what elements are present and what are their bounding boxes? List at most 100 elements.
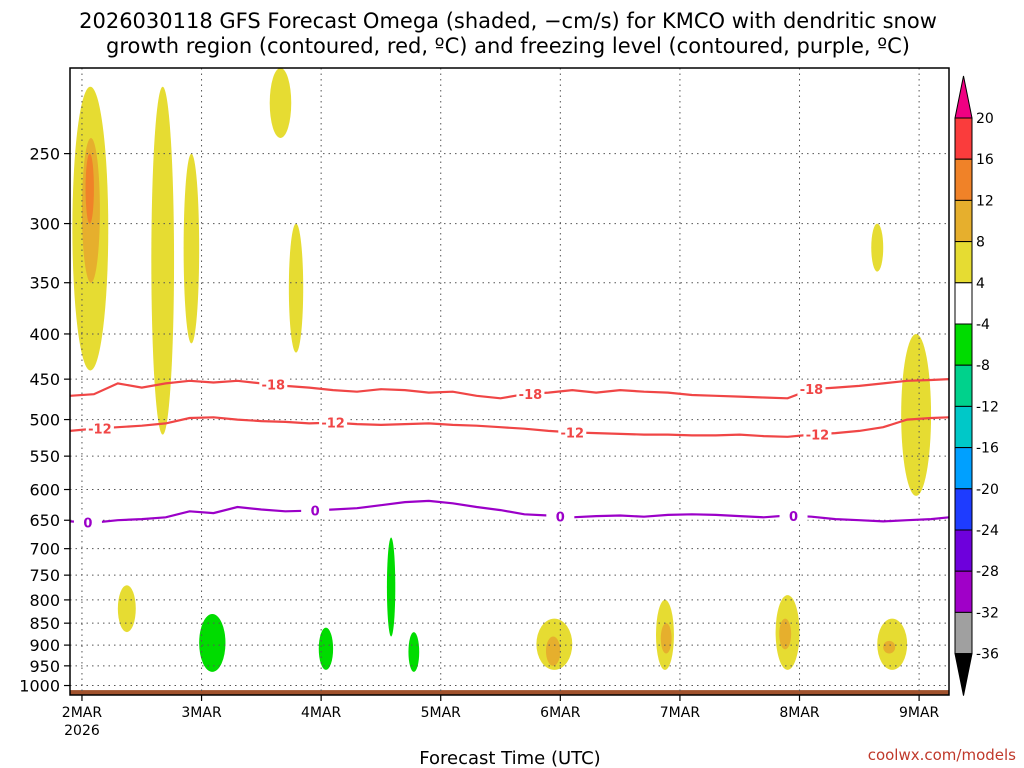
colorbar-label: -8 (976, 358, 990, 374)
y-tick-label: 950 (29, 657, 60, 676)
y-axis: 250 300 350 400 450 500 550 600 650 700 750 800 850 9… (19, 145, 70, 696)
contour-label-2-2: 0 (556, 510, 565, 525)
y-tick-label: 650 (29, 511, 60, 530)
colorbar-bottom-arrow (954, 653, 973, 696)
omega-shade-9 (199, 614, 226, 672)
x-tick-label: 9MAR (899, 705, 940, 721)
chart-title-line-2: growth region (contoured, red, ºC) and f… (106, 34, 910, 58)
credit-text: coolwx.com/models (868, 746, 1016, 764)
colorbar-label: 16 (976, 152, 994, 168)
ground-layer (70, 690, 949, 695)
colorbar-label: -36 (976, 647, 999, 663)
plot-area: -18 -18 -18 -12 -12 -12 -12 0 0 0 0 (69, 67, 950, 696)
x-tick-label: 2MAR (62, 705, 103, 721)
colorbar: 20 16 12 8 4 -4 -8 -12 -16 -20 -24 -28 -32 -36 (954, 75, 999, 696)
y-tick-label: 850 (29, 614, 60, 633)
y-tick-label: 400 (29, 325, 60, 344)
contour-label-bg-2-0 (73, 514, 102, 530)
contour-label-bg-2-1 (301, 502, 330, 518)
colorbar-swatch-10 (954, 241, 973, 284)
colorbar-label: 20 (976, 111, 994, 127)
contour-label-2-3: 0 (789, 510, 798, 525)
y-tick-label: 750 (29, 566, 60, 585)
y-tick-label: 450 (29, 370, 60, 389)
omega-shade-10 (318, 627, 334, 670)
contour-label-bg-1-2 (558, 424, 587, 440)
omega-shade-2 (85, 153, 94, 224)
omega-shade-19 (779, 618, 792, 650)
colorbar-swatch-1 (954, 611, 973, 655)
y-tick-label: 550 (29, 447, 60, 466)
y-tick-label: 500 (29, 411, 60, 430)
omega-shade-17 (660, 623, 672, 654)
contour-label-bg-0-2 (797, 381, 826, 397)
colorbar-label: -24 (976, 523, 999, 539)
omega-shade-21 (883, 640, 896, 654)
colorbar-swatch-4 (954, 488, 973, 531)
colorbar-label: -28 (976, 564, 999, 580)
y-tick-label: 1000 (19, 677, 60, 696)
contour-label-0-0: -18 (262, 379, 286, 394)
y-tick-label: 900 (29, 636, 60, 655)
omega-shade-6 (288, 223, 304, 353)
colorbar-label: -12 (976, 399, 999, 415)
omega-shade-4 (183, 153, 200, 344)
contour-label-2-0: 0 (83, 516, 92, 531)
omega-shade-11 (386, 537, 396, 637)
colorbar-swatch-2 (954, 570, 973, 613)
contour-label-1-0: -12 (88, 422, 112, 437)
x-tick-label: 4MAR (301, 705, 342, 721)
omega-shade-7 (871, 223, 884, 272)
x-tick-label: 8MAR (779, 705, 820, 721)
contour-label-bg-1-1 (319, 414, 348, 430)
omega-shade-8 (901, 333, 932, 496)
colorbar-label: -4 (976, 317, 990, 333)
y-tick-label: 300 (29, 215, 60, 234)
colorbar-label: 4 (976, 276, 985, 292)
colorbar-swatch-11 (954, 199, 973, 243)
y-tick-label: 600 (29, 481, 60, 500)
y-tick-label: 350 (29, 274, 60, 293)
contour-label-0-2: -18 (800, 383, 824, 398)
colorbar-swatch-13 (954, 117, 973, 160)
colorbar-top-arrow (954, 75, 973, 119)
colorbar-label: -16 (976, 441, 999, 457)
contour-label-bg-2-2 (546, 508, 575, 524)
colorbar-label: 8 (976, 235, 985, 251)
contour-label-1-1: -12 (321, 417, 345, 432)
colorbar-label: -32 (976, 605, 999, 621)
contour-label-bg-1-0 (85, 420, 114, 436)
plot-frame (69, 67, 950, 696)
x-axis-title: Forecast Time (UTC) (419, 748, 600, 768)
omega-shade-15 (545, 636, 561, 666)
contour-label-1-2: -12 (561, 426, 585, 441)
contour-lines: -18 -18 -18 -12 -12 -12 -12 0 0 0 0 (69, 376, 950, 531)
contour-label-1-3: -12 (806, 428, 830, 443)
colorbar-swatch-7 (954, 364, 973, 407)
contour-label-bg-0-0 (259, 376, 288, 392)
colorbar-swatch-9 (954, 282, 973, 325)
colorbar-swatch-5 (954, 447, 973, 490)
omega-shade-5 (269, 68, 292, 138)
colorbar-label: -20 (976, 482, 999, 498)
y-tick-label: 700 (29, 540, 60, 559)
omega-shading-layer (72, 68, 932, 672)
x-tick-label: 5MAR (421, 705, 462, 721)
x-tick-label: 3MAR (181, 705, 222, 721)
colorbar-swatch-8 (954, 323, 973, 366)
contour-label-bg-1-3 (803, 426, 832, 442)
colorbar-swatch-6 (954, 405, 973, 449)
contour-label-2-1: 0 (311, 504, 320, 519)
omega-shade-13 (117, 585, 136, 633)
colorbar-swatch-12 (954, 158, 973, 201)
x-tick-sublabel: 2026 (64, 723, 100, 739)
omega-shade-12 (408, 632, 420, 672)
x-tick-label: 6MAR (540, 705, 581, 721)
omega-shade-3 (151, 86, 175, 435)
x-tick-label: 7MAR (660, 705, 701, 721)
x-axis: 2MAR 2026 3MAR 4MAR 5MAR 6MAR 7MAR 8MAR 9MAR (62, 695, 940, 739)
ground-band (70, 690, 949, 695)
y-tick-label: 250 (29, 145, 60, 164)
contour-label-bg-0-1 (516, 385, 545, 401)
